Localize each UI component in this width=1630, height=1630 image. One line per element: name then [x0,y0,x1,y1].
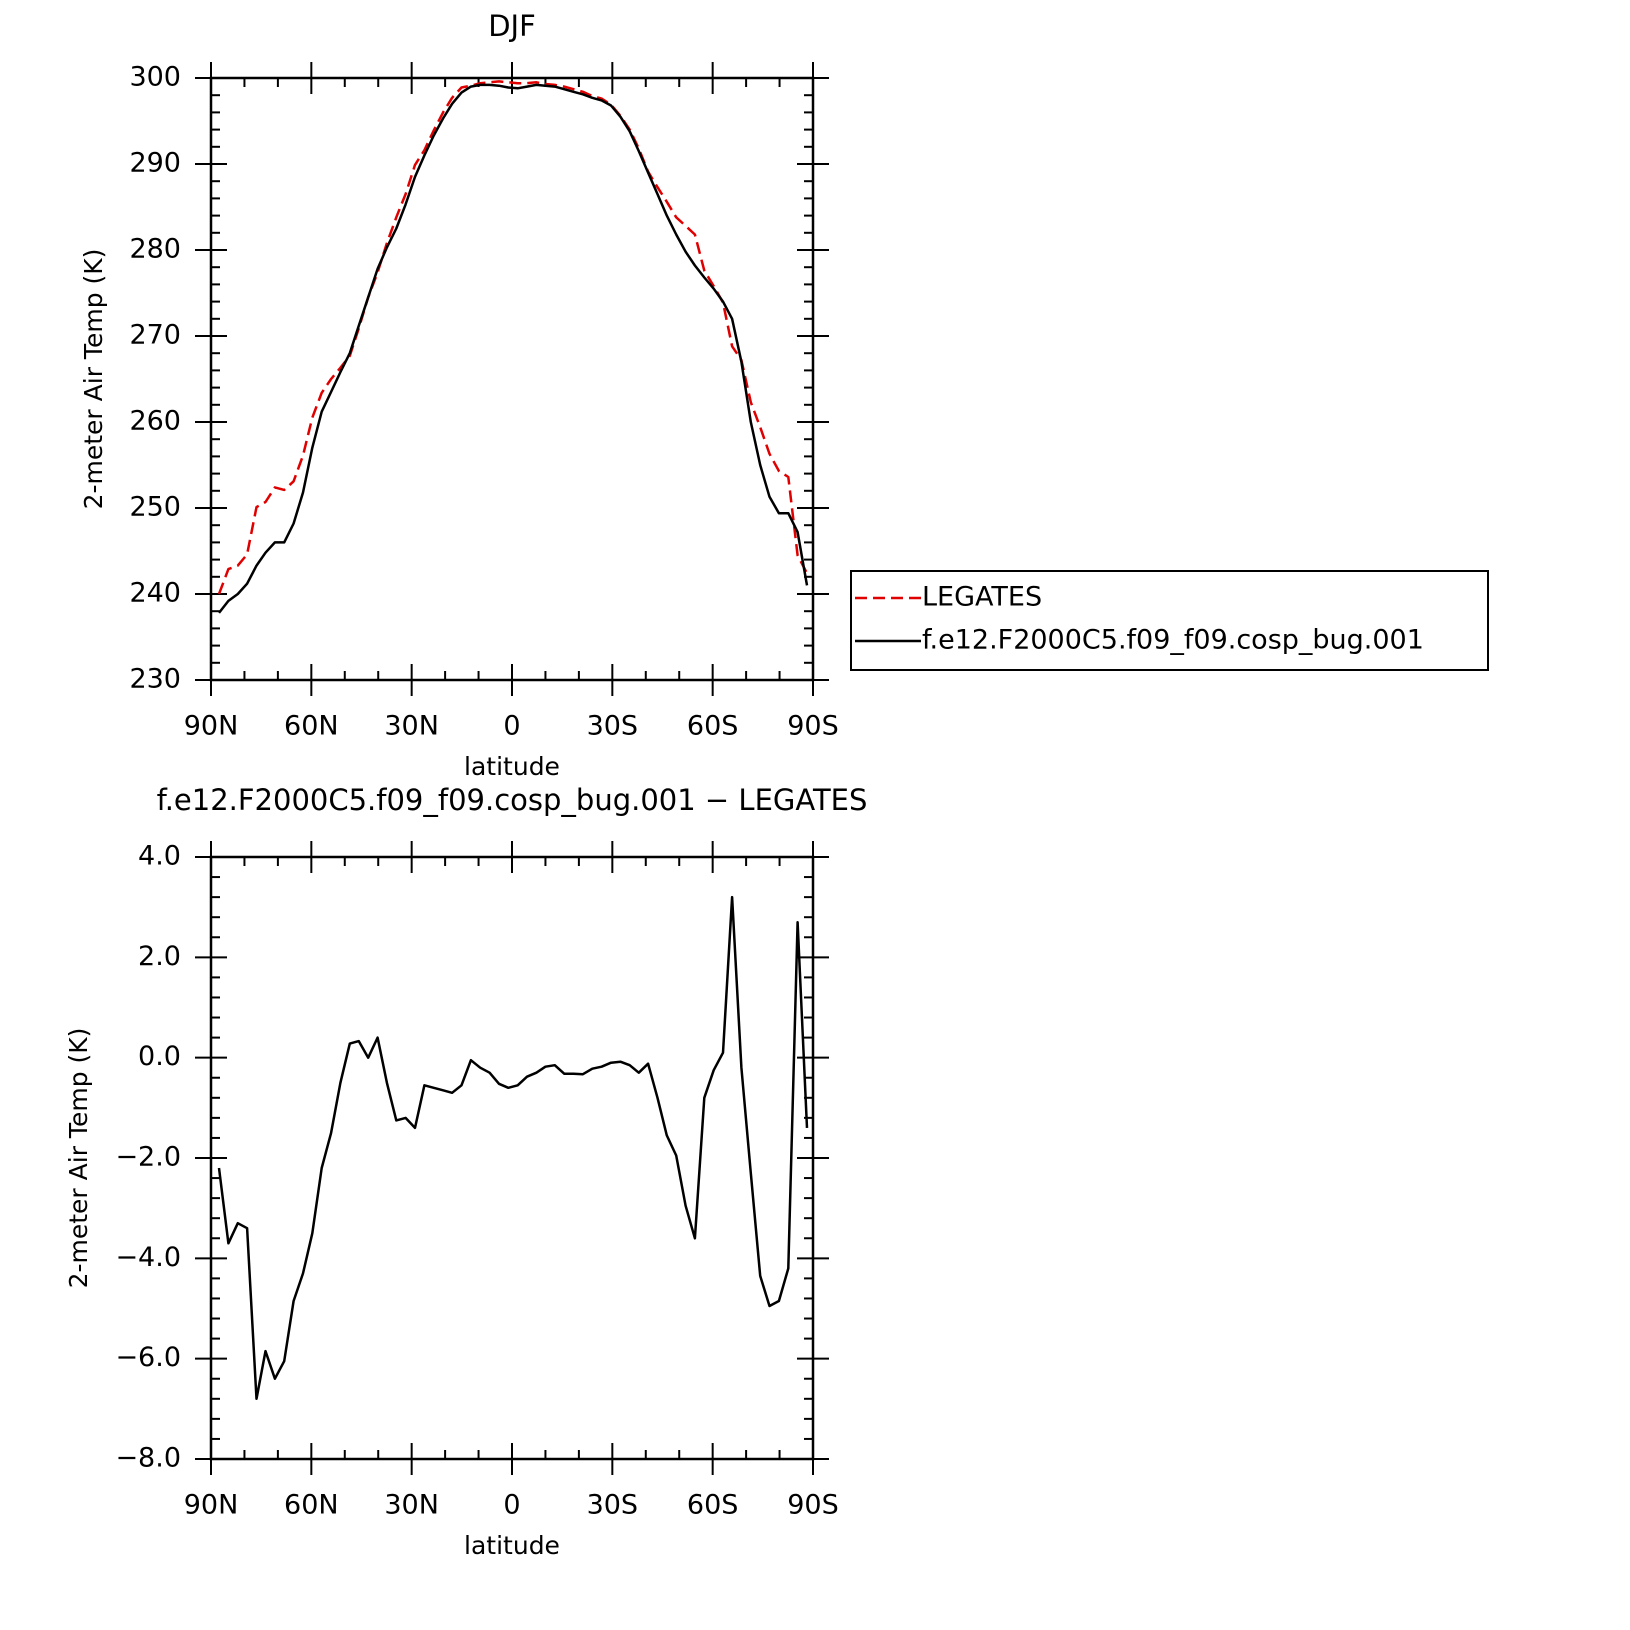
y-tick-label: 240 [129,578,181,609]
y-axis-label: 2-meter Air Temp (K) [79,249,108,510]
chart-title: f.e12.F2000C5.f09_f09.cosp_bug.001 − LEG… [157,783,868,817]
x-tick-label: 30S [587,1490,639,1521]
legend-label: f.e12.F2000C5.f09_f09.cosp_bug.001 [922,625,1424,656]
data-line [217,895,809,1401]
y-tick-label: 2.0 [138,941,181,972]
y-tick-label: −6.0 [115,1342,181,1373]
x-tick-label: 90N [184,711,239,742]
y-tick-label: 260 [129,406,181,437]
plot: f.e12.F2000C5.f09_f09.cosp_bug.001 − LEG… [64,783,867,1560]
data-line [218,83,809,614]
x-tick-label: 30S [587,711,639,742]
x-tick-label: 30N [384,711,439,742]
y-tick-label: 270 [129,320,181,351]
y-tick-label: 280 [129,234,181,265]
x-tick-label: 60S [687,1490,739,1521]
y-tick-label: 250 [129,492,181,523]
x-tick-label: 60S [687,711,739,742]
x-tick-label: 30N [384,1490,439,1521]
chart-title: DJF [488,9,536,43]
x-tick-label: 60N [284,1490,339,1521]
x-tick-label: 60N [284,711,339,742]
y-axis-label: 2-meter Air Temp (K) [64,1028,93,1289]
y-tick-label: −8.0 [115,1443,181,1474]
x-axis-label: latitude [464,752,560,781]
y-tick-label: 230 [129,664,181,695]
y-tick-label: 300 [129,62,181,93]
plot-frame [209,76,815,682]
y-tick-label: −2.0 [115,1142,181,1173]
x-tick-label: 90N [184,1490,239,1521]
legend-box [850,570,1489,671]
x-tick-label: 0 [503,711,520,742]
data-line [217,80,809,595]
y-tick-label: 4.0 [138,841,181,872]
y-tick-label: 290 [129,148,181,179]
y-tick-label: −4.0 [115,1242,181,1273]
x-tick-label: 0 [503,1490,520,1521]
legend-label: LEGATES [922,582,1042,613]
x-axis-label: latitude [464,1531,560,1560]
x-tick-label: 90S [787,1490,839,1521]
y-tick-label: 0.0 [138,1041,181,1072]
plot: DJF latitude 2-meter Air Temp (K) 230 240 250… [79,9,1489,781]
x-tick-label: 90S [787,711,839,742]
plot-frame [209,855,815,1461]
